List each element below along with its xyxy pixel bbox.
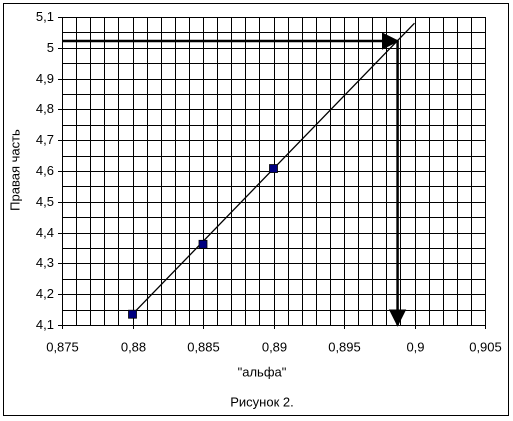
y-tick-label: 4,2 <box>36 286 54 301</box>
y-tick-label: 4,7 <box>36 132 54 147</box>
caption: Рисунок 2. <box>230 394 293 409</box>
x-tick-label: 0,895 <box>328 339 361 354</box>
y-tick-label: 4,4 <box>36 225 54 240</box>
y-tick-label: 4,1 <box>36 317 54 332</box>
marker <box>198 239 208 249</box>
y-tick-label: 4,6 <box>36 163 54 178</box>
x-tick-label: 0,875 <box>46 339 79 354</box>
y-tick-label: 4,3 <box>36 255 54 270</box>
x-axis-label: "альфа" <box>238 364 287 379</box>
marker <box>269 164 278 173</box>
x-tick-label: 0,89 <box>262 339 287 354</box>
x-tick-label: 0,905 <box>469 339 502 354</box>
marker <box>128 309 137 319</box>
y-tick-label: 4,9 <box>36 71 54 86</box>
y-tick-label: 4,5 <box>36 194 54 209</box>
x-tick-label: 0,88 <box>121 339 146 354</box>
x-tick-label: 0,9 <box>406 339 424 354</box>
x-tick-label: 0,885 <box>187 339 220 354</box>
chart-frame <box>3 3 509 416</box>
y-tick-label: 4,8 <box>36 101 54 116</box>
y-tick-label: 5 <box>47 40 54 55</box>
y-axis-label: Правая часть <box>7 129 22 211</box>
y-tick-label: 5,1 <box>36 9 54 24</box>
